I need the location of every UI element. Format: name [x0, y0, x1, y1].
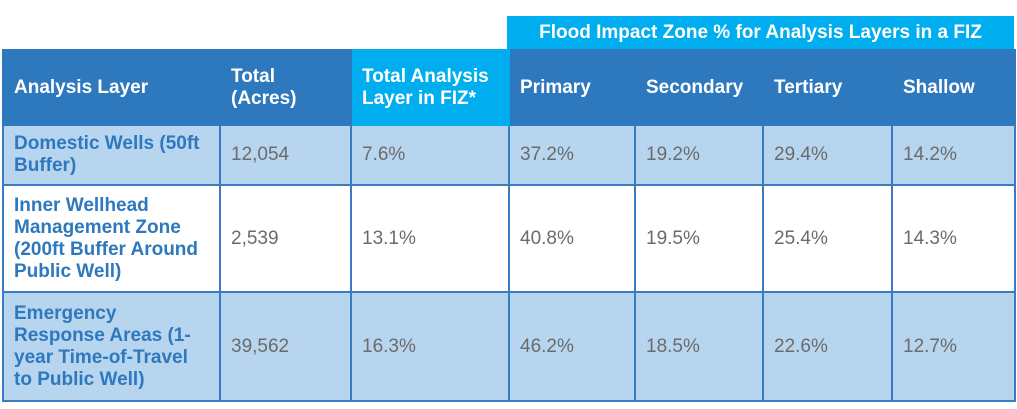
table-row: Domestic Wells (50ft Buffer) 12,054 7.6%…	[2, 124, 1016, 186]
cell-total-in-fiz: 7.6%	[350, 124, 510, 186]
header-shallow: Shallow	[891, 49, 1016, 126]
header-row: Analysis Layer Total (Acres) Total Analy…	[2, 49, 1016, 126]
cell-primary: 46.2%	[508, 291, 636, 402]
cell-primary: 37.2%	[508, 124, 636, 186]
header-secondary: Secondary	[634, 49, 764, 126]
header-tertiary: Tertiary	[762, 49, 893, 126]
header-primary: Primary	[508, 49, 636, 126]
cell-total-acres: 12,054	[219, 124, 352, 186]
cell-tertiary: 25.4%	[762, 184, 893, 293]
cell-tertiary: 29.4%	[762, 124, 893, 186]
row-label: Emergency Response Areas (1-year Time-of…	[2, 291, 221, 402]
row-label: Inner Wellhead Management Zone (200ft Bu…	[2, 184, 221, 293]
cell-tertiary: 22.6%	[762, 291, 893, 402]
table-row: Inner Wellhead Management Zone (200ft Bu…	[2, 184, 1016, 293]
header-total-in-fiz: Total Analysis Layer in FIZ*	[350, 49, 510, 126]
cell-secondary: 19.2%	[634, 124, 764, 186]
header-analysis-layer: Analysis Layer	[2, 49, 221, 126]
cell-shallow: 12.7%	[891, 291, 1016, 402]
cell-total-acres: 39,562	[219, 291, 352, 402]
cell-secondary: 19.5%	[634, 184, 764, 293]
row-label: Domestic Wells (50ft Buffer)	[2, 124, 221, 186]
cell-shallow: 14.3%	[891, 184, 1016, 293]
header-total-acres: Total (Acres)	[219, 49, 352, 126]
cell-total-in-fiz: 16.3%	[350, 291, 510, 402]
table-row: Emergency Response Areas (1-year Time-of…	[2, 291, 1016, 402]
cell-secondary: 18.5%	[634, 291, 764, 402]
cell-primary: 40.8%	[508, 184, 636, 293]
group-header-flood-impact-zone: Flood Impact Zone % for Analysis Layers …	[507, 16, 1014, 49]
cell-total-in-fiz: 13.1%	[350, 184, 510, 293]
analysis-table: Analysis Layer Total (Acres) Total Analy…	[2, 49, 1016, 402]
cell-total-acres: 2,539	[219, 184, 352, 293]
cell-shallow: 14.2%	[891, 124, 1016, 186]
